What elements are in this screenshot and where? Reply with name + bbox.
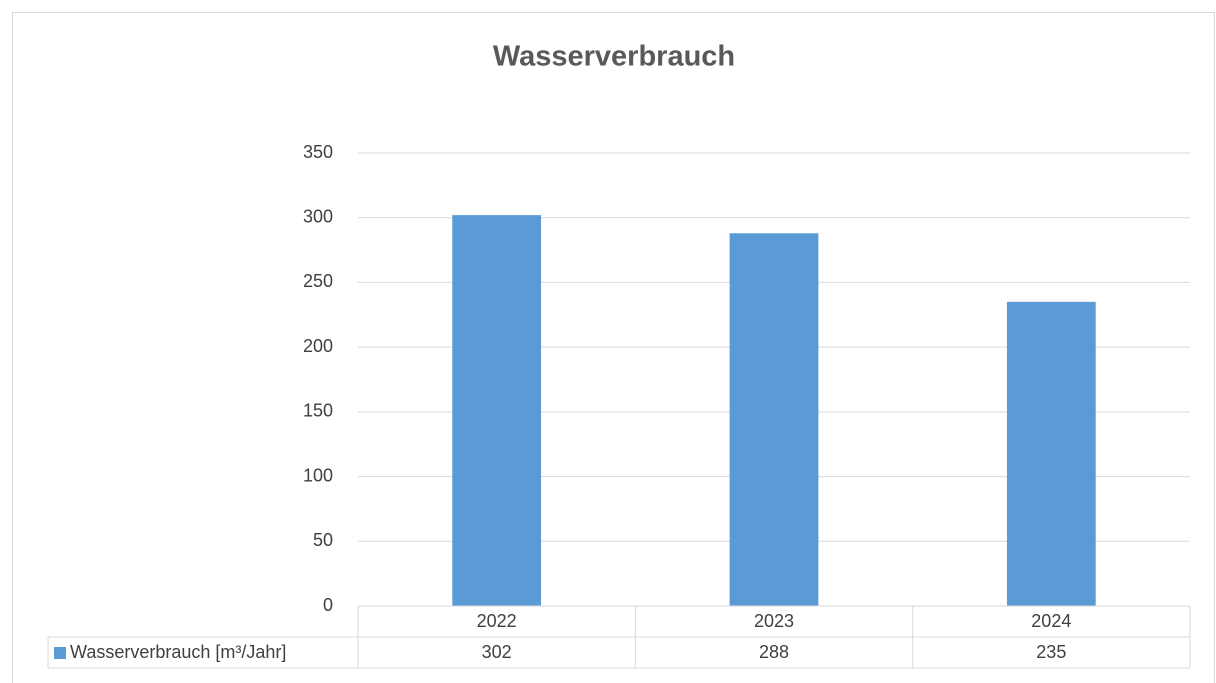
x-tick-label: 2023 — [754, 611, 794, 631]
legend-label: Wasserverbrauch [m³/Jahr] — [70, 642, 286, 662]
y-tick-label: 100 — [303, 465, 333, 485]
x-tick-label: 2024 — [1031, 611, 1071, 631]
data-table-value: 288 — [759, 642, 789, 662]
y-tick-label: 200 — [303, 336, 333, 356]
bar — [729, 233, 819, 606]
legend-swatch — [54, 647, 66, 659]
data-table-value: 235 — [1036, 642, 1066, 662]
y-tick-label: 350 — [303, 142, 333, 162]
data-table-value: 302 — [482, 642, 512, 662]
y-tick-label: 150 — [303, 401, 333, 421]
y-tick-label: 0 — [323, 595, 333, 615]
y-tick-label: 50 — [313, 530, 333, 550]
bar — [452, 215, 542, 606]
bar — [1006, 301, 1096, 606]
chart-title: Wasserverbrauch — [493, 41, 735, 73]
x-tick-label: 2022 — [477, 611, 517, 631]
y-tick-label: 250 — [303, 271, 333, 291]
y-tick-label: 300 — [303, 206, 333, 226]
